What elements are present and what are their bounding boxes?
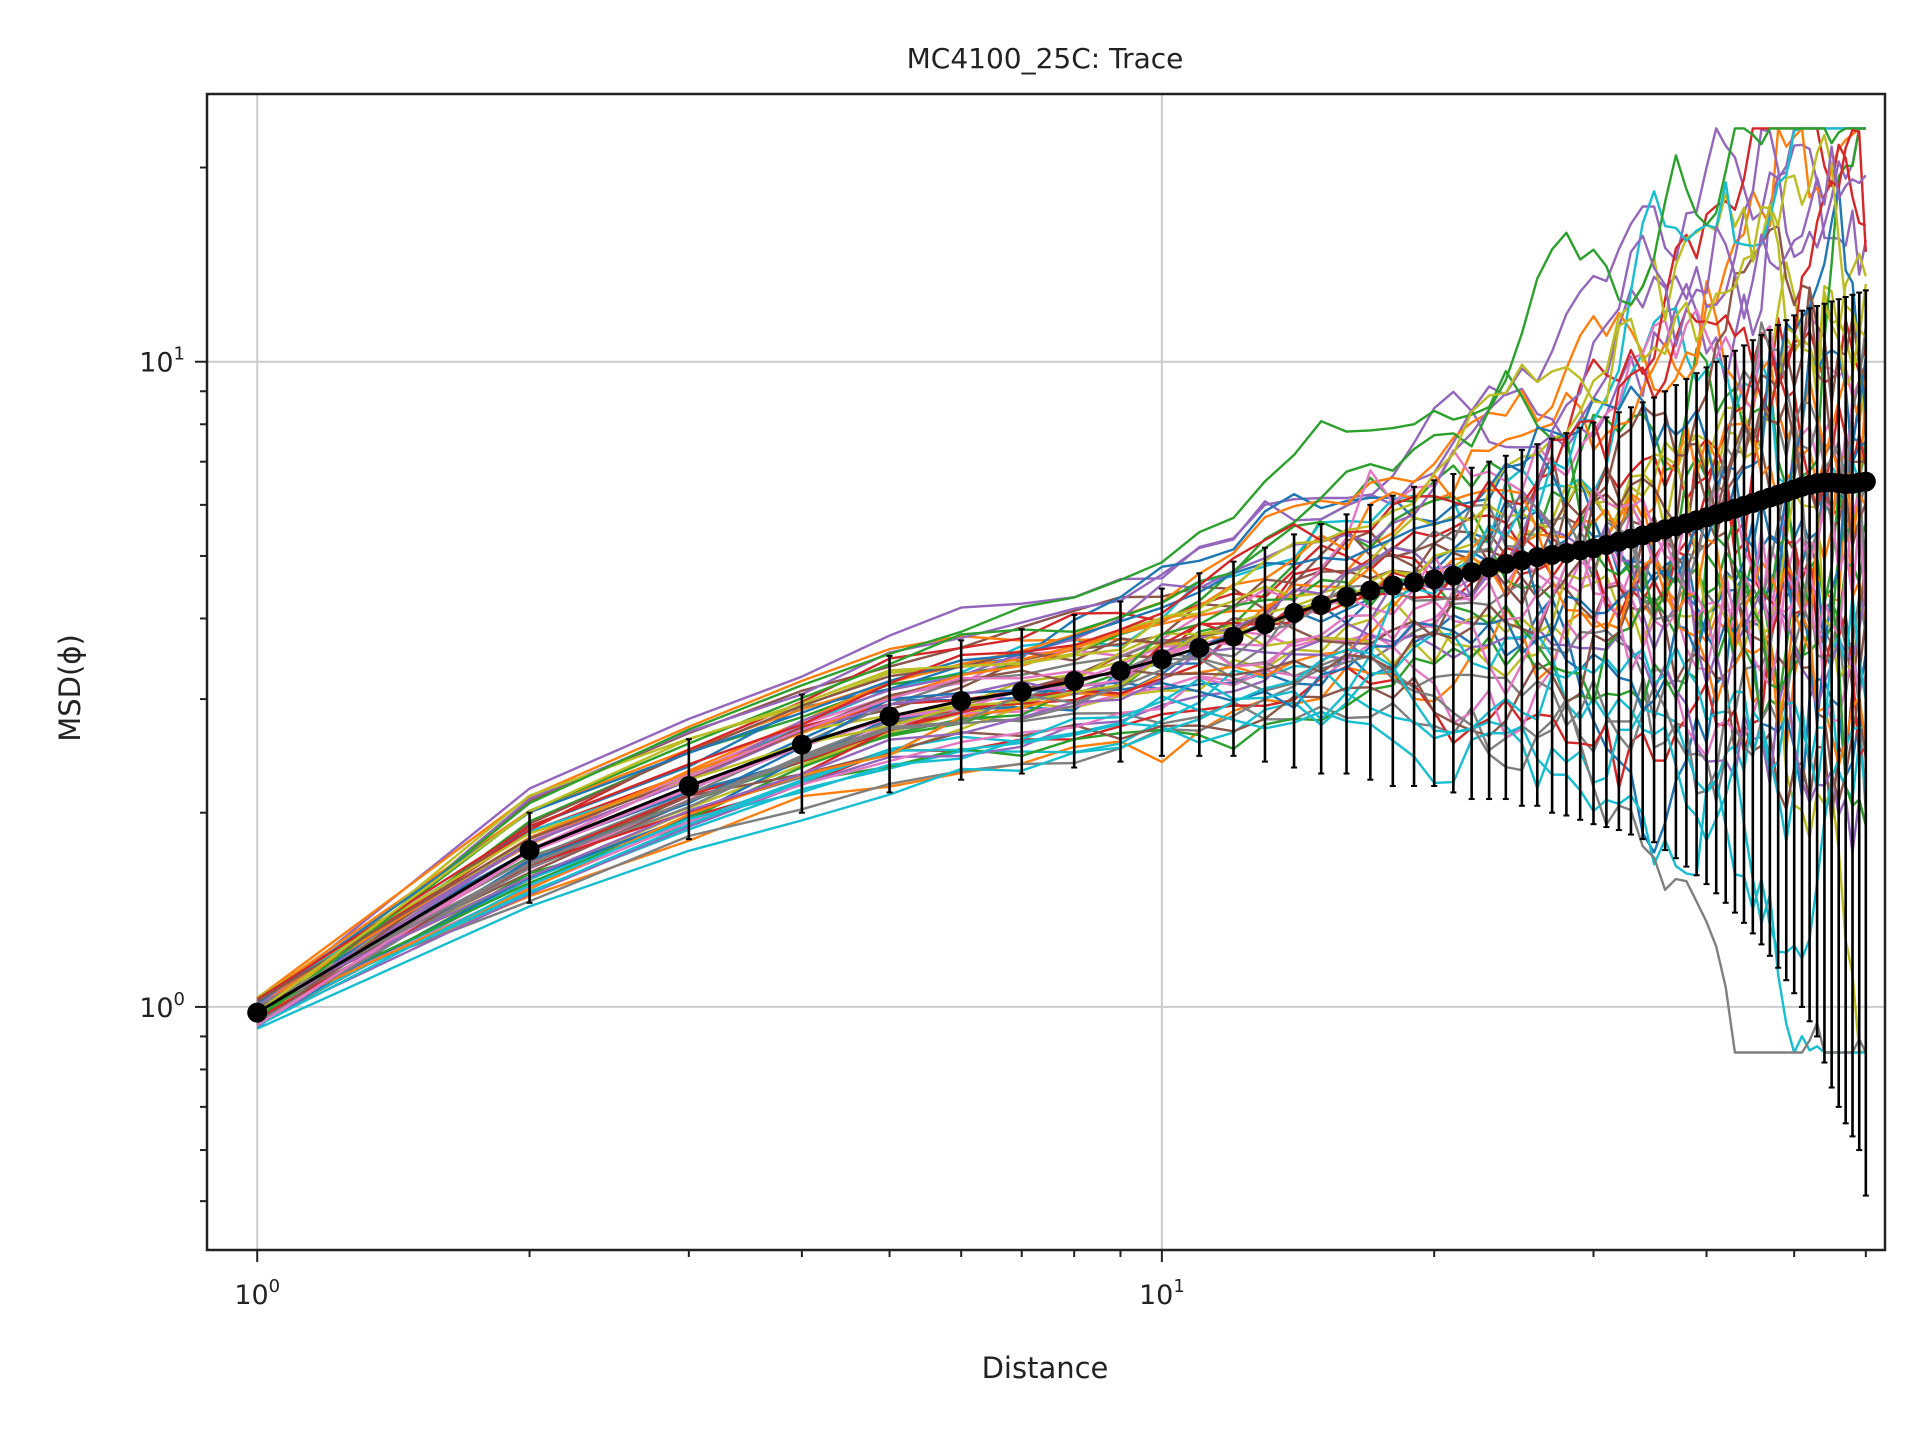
mean-point [1855,471,1876,492]
mean-point [1151,649,1172,670]
mean-point [1336,586,1357,607]
trace-line [256,286,1866,1009]
mean-point [519,840,540,861]
y-tick-label: 101 [139,344,185,379]
trace-line [256,133,1867,999]
mean-point [1284,602,1305,623]
trace-line [256,127,1866,1030]
mean-point [247,1002,268,1023]
mean-point [1254,614,1275,635]
mean-point [1360,580,1381,601]
mean-point [1461,562,1482,583]
mean-point [678,775,699,796]
axis-ticks: 100 101 100 101 [139,166,1867,1311]
mean-point [1223,626,1244,647]
trace-line [256,621,1867,1024]
y-axis-label: MSD(ϕ) [53,634,87,742]
trace-line [256,422,1867,1007]
trace-line [256,474,1867,1008]
mean-point [1404,572,1425,593]
trace-line [256,370,1867,1023]
trace-line [256,390,1867,1003]
mean-point [1424,569,1445,590]
trace-line [256,290,1867,999]
trace-line [256,400,1867,1003]
error-bars [254,289,1869,1197]
trace-line [256,594,1867,1030]
trace-line [256,127,1866,1020]
mean-point [1495,553,1516,574]
mean-point [791,734,812,755]
trace-line [256,632,1866,1054]
mean-point [1064,671,1085,692]
mean-point [1527,547,1548,568]
mean-point [1189,638,1210,659]
mean-point [879,706,900,727]
x-tick-label: 101 [1139,1276,1185,1311]
mean-point [1443,565,1464,586]
trace-line [256,654,1867,1054]
trace-line [256,145,1867,1006]
mean-point [1511,550,1532,571]
trace-line [256,205,1867,1014]
mean-point [1479,557,1500,578]
trace-line [256,127,1866,1027]
plot-frame [205,92,1887,1252]
chart-title: MC4100_25C: Trace [907,42,1184,75]
y-tick-label: 100 [139,989,185,1024]
trace-line [256,128,1867,1001]
mean-point [1110,660,1131,681]
trace-line [256,308,1867,1017]
mean-series [247,471,1876,1023]
x-tick-label: 100 [234,1276,280,1311]
x-axis-label: Distance [982,1351,1109,1385]
mean-point [1011,681,1032,702]
trace-lines [256,127,1867,1054]
mean-point [1311,594,1332,615]
trace-line [256,664,1867,1015]
mean-point [951,690,972,711]
mean-point [1382,575,1403,596]
